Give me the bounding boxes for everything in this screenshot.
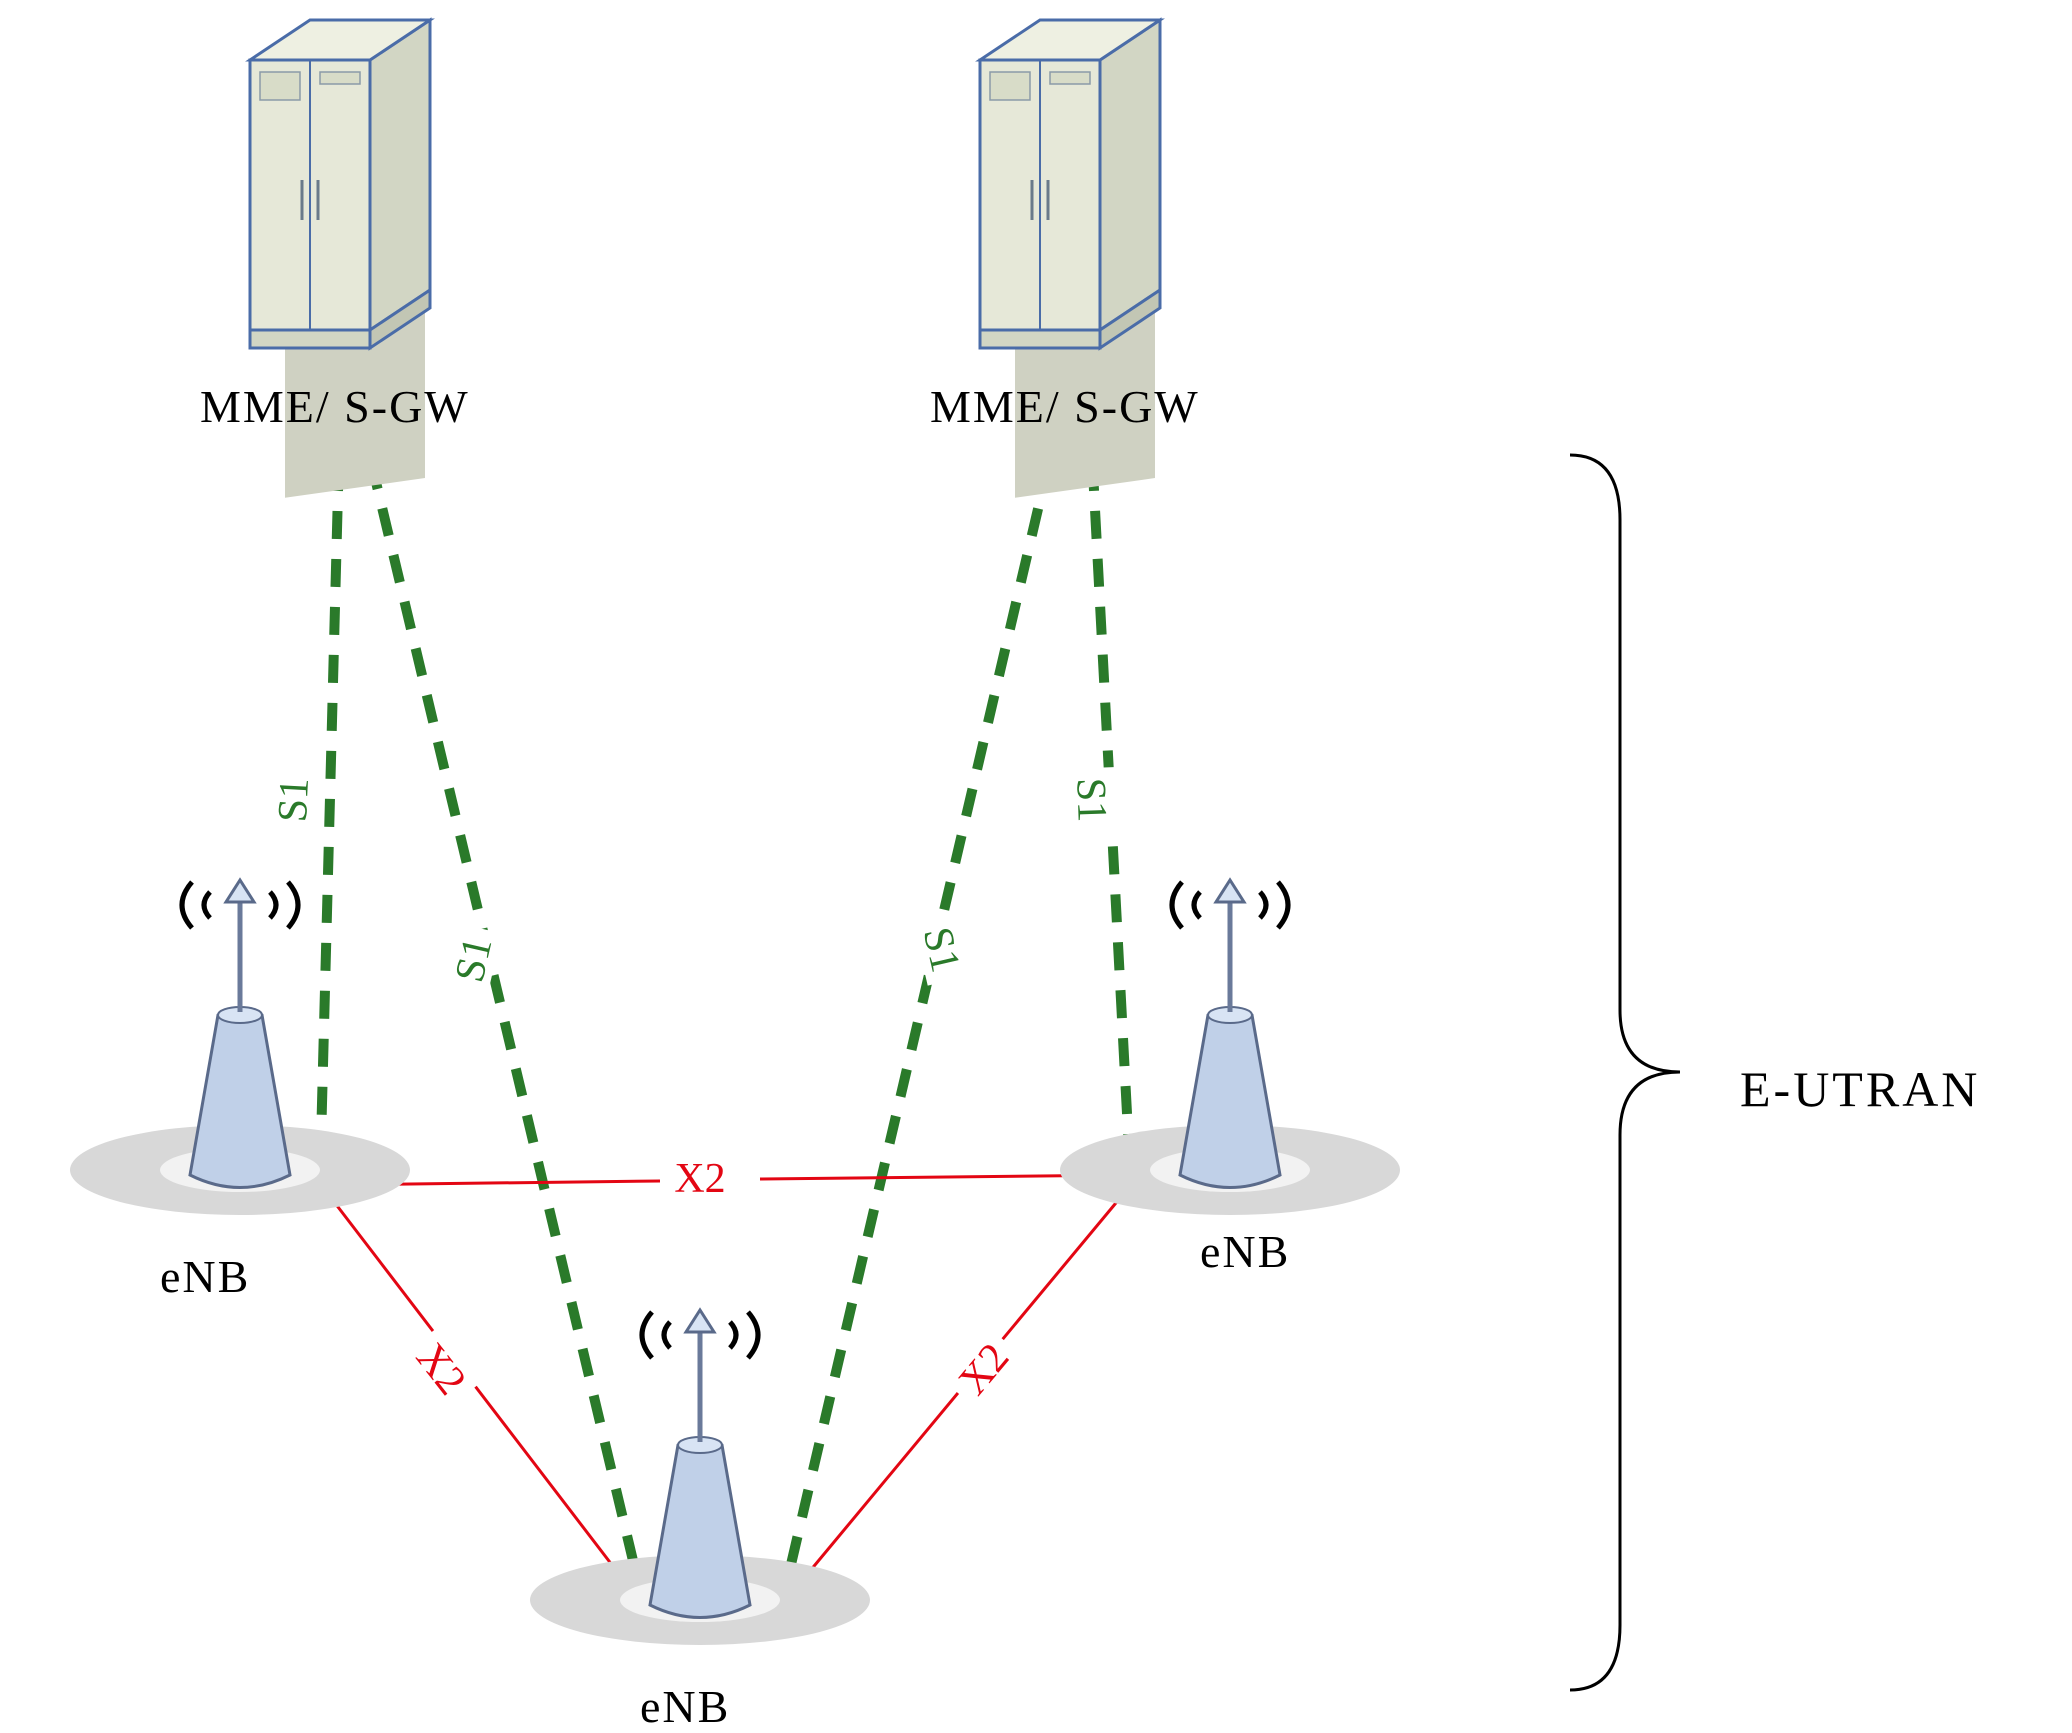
enb-label: eNB bbox=[1200, 1225, 1290, 1278]
mme-sgw-label: MME/ S-GW bbox=[930, 380, 1200, 433]
s1-label: S1 bbox=[1067, 777, 1115, 823]
diagram-svg: S1 S1 S1 S1 X2 X2 bbox=[0, 0, 2072, 1711]
s1-edges-group bbox=[320, 415, 1130, 1590]
antenna-icon bbox=[1060, 880, 1400, 1215]
x2-label-group: X2 X2 X2 bbox=[401, 1156, 1024, 1411]
antenna-icon bbox=[70, 880, 410, 1215]
eutran-label: E-UTRAN bbox=[1740, 1060, 1980, 1118]
eutran-architecture-diagram: S1 S1 S1 S1 X2 X2 bbox=[0, 0, 2072, 1711]
x2-label: X2 bbox=[674, 1156, 725, 1202]
s1-label-group: S1 S1 S1 S1 bbox=[265, 767, 1119, 997]
s1-edge bbox=[360, 415, 640, 1590]
s1-label: S1 bbox=[270, 777, 318, 824]
eutran-bracket bbox=[1570, 455, 1680, 1690]
x2-edge bbox=[325, 1190, 635, 1595]
mme-sgw-label: MME/ S-GW bbox=[200, 380, 470, 433]
s1-edge bbox=[320, 415, 340, 1180]
s1-edge bbox=[785, 415, 1060, 1590]
enb-label: eNB bbox=[640, 1680, 730, 1733]
enb-label: eNB bbox=[160, 1250, 250, 1303]
